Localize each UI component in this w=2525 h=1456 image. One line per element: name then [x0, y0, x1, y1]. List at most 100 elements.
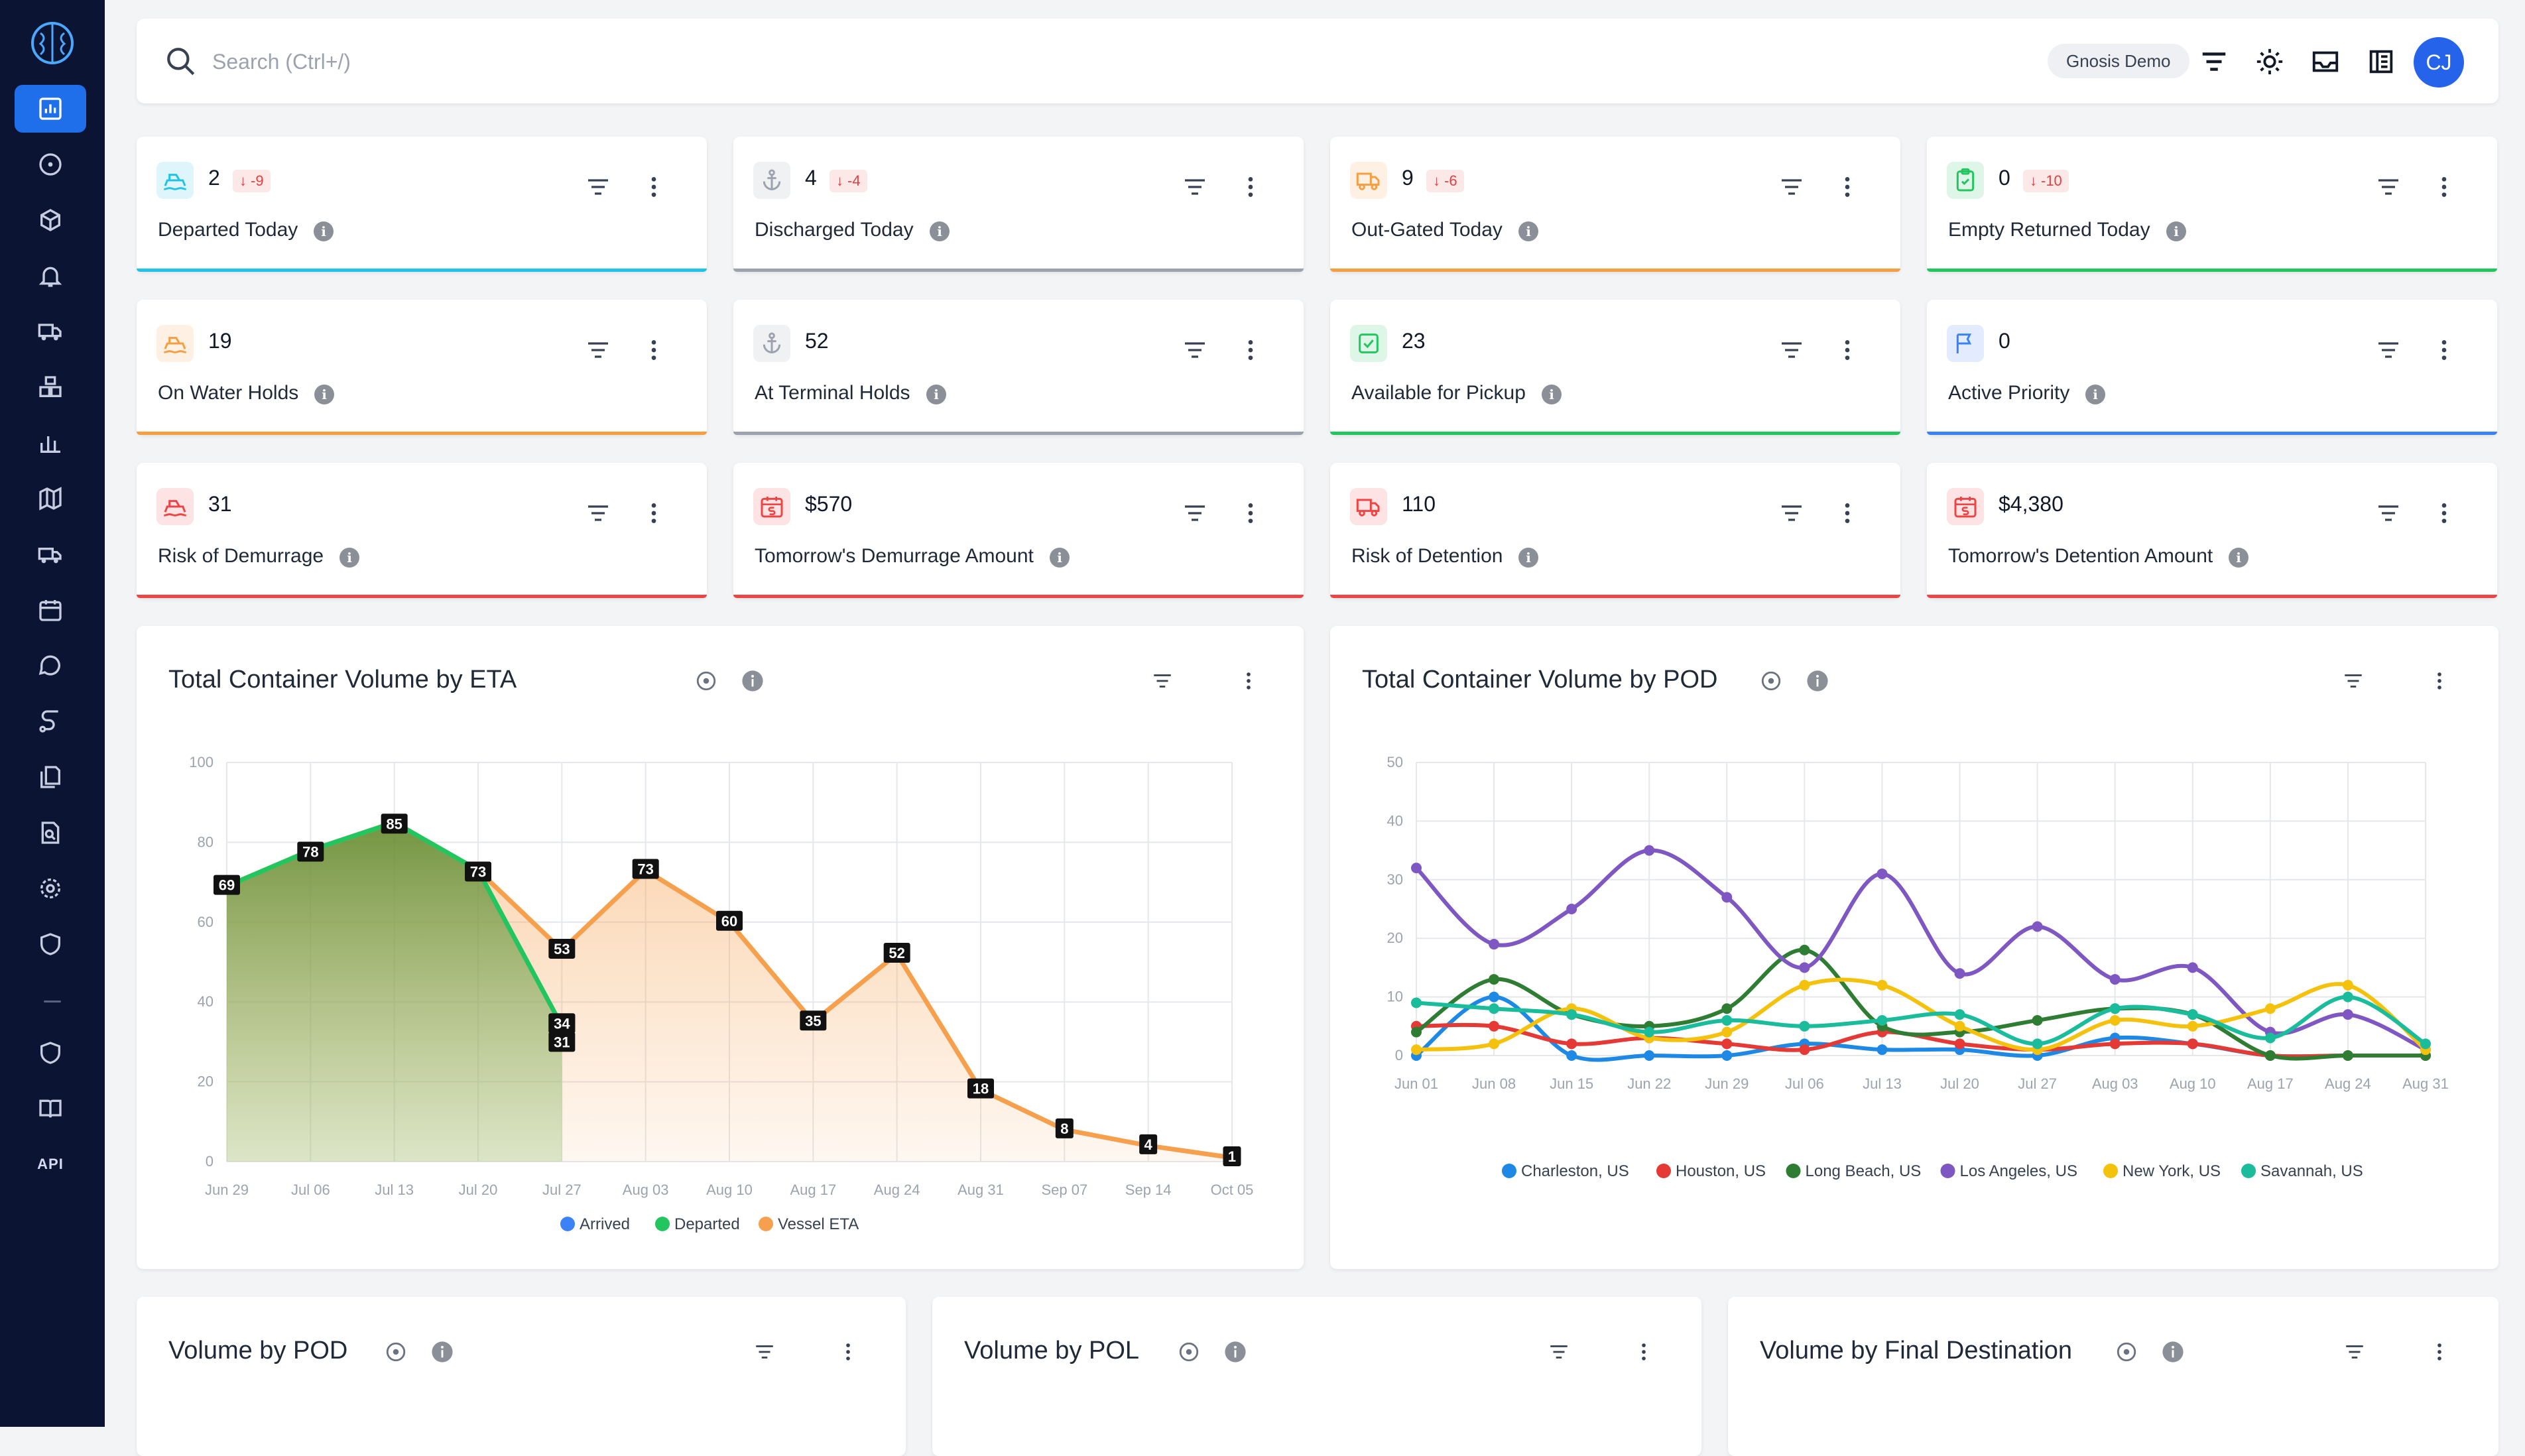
report-icon[interactable]	[2366, 46, 2396, 77]
kpi-card[interactable]: 0 Active Priority i	[1927, 300, 2497, 435]
info-icon[interactable]: i	[930, 221, 950, 241]
sidebar-item-documents[interactable]	[15, 753, 86, 801]
target-icon[interactable]	[2115, 1341, 2138, 1363]
sidebar-item-delivery[interactable]	[15, 530, 86, 578]
legend-label[interactable]: Long Beach, US	[1806, 1162, 1922, 1180]
more-vertical-icon[interactable]	[1834, 337, 1861, 363]
sidebar-item-alerts[interactable]	[15, 252, 86, 300]
info-icon[interactable]	[1806, 670, 1829, 692]
more-vertical-icon[interactable]	[2428, 1341, 2451, 1363]
info-icon[interactable]	[431, 1341, 454, 1363]
info-icon[interactable]	[1224, 1341, 1247, 1363]
legend-label[interactable]: Arrived	[580, 1215, 630, 1233]
filter-icon[interactable]	[1778, 174, 1805, 200]
more-vertical-icon[interactable]	[1237, 670, 1260, 692]
sidebar-item-messages[interactable]	[15, 642, 86, 690]
kpi-card[interactable]: 31 Risk of Demurrage i	[137, 463, 707, 598]
more-vertical-icon[interactable]	[2431, 500, 2457, 526]
target-icon[interactable]	[385, 1341, 407, 1363]
sidebar-item-map[interactable]	[15, 475, 86, 522]
filter-icon[interactable]	[585, 337, 611, 363]
info-icon[interactable]: i	[314, 221, 334, 241]
sidebar-item-track[interactable]	[15, 141, 86, 188]
search-input[interactable]	[211, 42, 1208, 81]
filter-icon[interactable]	[1548, 1341, 1570, 1363]
sidebar-item-analytics[interactable]	[15, 419, 86, 467]
filter-icon[interactable]	[1778, 500, 1805, 526]
info-icon[interactable]: i	[1542, 385, 1562, 404]
sidebar-item-security[interactable]	[15, 920, 86, 968]
info-icon[interactable]: i	[2166, 221, 2186, 241]
info-icon[interactable]: i	[926, 385, 946, 404]
sidebar-item-containers[interactable]	[15, 196, 86, 244]
more-vertical-icon[interactable]	[2431, 337, 2457, 363]
sidebar-item-compliance[interactable]	[15, 1029, 86, 1077]
more-vertical-icon[interactable]	[1237, 174, 1264, 200]
legend-label[interactable]: Houston, US	[1676, 1162, 1766, 1180]
sidebar-item-trucking[interactable]	[15, 308, 86, 355]
kpi-card[interactable]: 4 ↓ -4 Discharged Today i	[733, 137, 1304, 272]
sidebar-item-inventory[interactable]	[15, 363, 86, 411]
legend-label[interactable]: New York, US	[2123, 1162, 2221, 1180]
info-icon[interactable]: i	[339, 548, 359, 568]
info-icon[interactable]: i	[1518, 221, 1538, 241]
sidebar-item-api[interactable]: API	[15, 1140, 86, 1188]
target-icon[interactable]	[1760, 670, 1782, 692]
info-icon[interactable]: i	[1518, 548, 1538, 568]
more-vertical-icon[interactable]	[837, 1341, 859, 1363]
filter-icon[interactable]	[2375, 337, 2402, 363]
filter-icon[interactable]	[585, 174, 611, 200]
filter-icon[interactable]	[753, 1341, 776, 1363]
kpi-card[interactable]: 9 ↓ -6 Out-Gated Today i	[1330, 137, 1900, 272]
kpi-card[interactable]: 2 ↓ -9 Departed Today i	[137, 137, 707, 272]
sidebar-item-reports[interactable]	[15, 809, 86, 857]
legend-label[interactable]: Los Angeles, US	[1960, 1162, 2077, 1180]
inbox-icon[interactable]	[2310, 46, 2341, 77]
filter-icon[interactable]	[2375, 174, 2402, 200]
kpi-card[interactable]: 110 Risk of Detention i	[1330, 463, 1900, 598]
sidebar-item-routes[interactable]	[15, 698, 86, 745]
info-icon[interactable]: i	[314, 385, 334, 404]
more-vertical-icon[interactable]	[1632, 1341, 1655, 1363]
avatar[interactable]: CJ	[2414, 37, 2464, 88]
more-vertical-icon[interactable]	[2431, 174, 2457, 200]
more-vertical-icon[interactable]	[641, 174, 667, 200]
sun-icon[interactable]	[2254, 46, 2285, 77]
sidebar-item-dashboard[interactable]	[15, 85, 86, 133]
info-icon[interactable]	[741, 670, 764, 692]
legend-label[interactable]: Vessel ETA	[778, 1215, 859, 1233]
filter-icon[interactable]	[1182, 174, 1208, 200]
target-icon[interactable]	[695, 670, 717, 692]
more-vertical-icon[interactable]	[641, 500, 667, 526]
sidebar-item-calendar[interactable]	[15, 586, 86, 634]
kpi-card[interactable]: 0 ↓ -10 Empty Returned Today i	[1927, 137, 2497, 272]
sidebar-item-settings[interactable]	[15, 865, 86, 912]
filter-icon[interactable]	[1778, 337, 1805, 363]
info-icon[interactable]: i	[2229, 548, 2248, 568]
legend-label[interactable]: Charleston, US	[1521, 1162, 1629, 1180]
more-vertical-icon[interactable]	[1237, 500, 1264, 526]
workspace-badge[interactable]: Gnosis Demo	[2048, 44, 2189, 78]
legend-label[interactable]: Savannah, US	[2260, 1162, 2363, 1180]
filter-icon[interactable]	[1151, 670, 1174, 692]
more-vertical-icon[interactable]	[2428, 670, 2451, 692]
info-icon[interactable]	[2162, 1341, 2184, 1363]
info-icon[interactable]: i	[1050, 548, 1070, 568]
filter-icon[interactable]	[1182, 337, 1208, 363]
more-vertical-icon[interactable]	[1834, 500, 1861, 526]
sidebar-item-docs[interactable]	[15, 1085, 86, 1132]
target-icon[interactable]	[1178, 1341, 1200, 1363]
kpi-card[interactable]: $4,380 Tomorrow's Detention Amount i	[1927, 463, 2497, 598]
info-icon[interactable]: i	[2085, 385, 2105, 404]
filter-icon[interactable]	[2199, 46, 2229, 77]
filter-icon[interactable]	[2375, 500, 2402, 526]
brain-logo-icon[interactable]	[24, 15, 81, 72]
kpi-card[interactable]: 19 On Water Holds i	[137, 300, 707, 435]
more-vertical-icon[interactable]	[1237, 337, 1264, 363]
kpi-card[interactable]: 52 At Terminal Holds i	[733, 300, 1304, 435]
kpi-card[interactable]: $570 Tomorrow's Demurrage Amount i	[733, 463, 1304, 598]
filter-icon[interactable]	[2343, 1341, 2366, 1363]
filter-icon[interactable]	[1182, 500, 1208, 526]
filter-icon[interactable]	[585, 500, 611, 526]
more-vertical-icon[interactable]	[1834, 174, 1861, 200]
